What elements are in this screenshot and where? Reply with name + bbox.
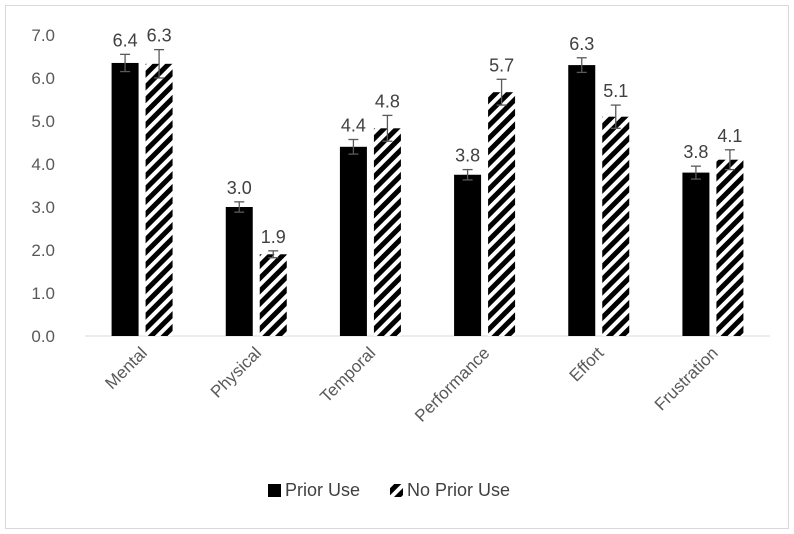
y-tick-label: 0.0 [31,327,55,346]
category-label: Physical [207,343,265,401]
bar-no-prior-use [488,92,516,336]
y-tick-label: 3.0 [31,198,55,217]
data-label: 3.8 [455,146,480,166]
data-label: 4.1 [717,126,742,146]
data-label: 4.4 [341,115,366,135]
category-label: Performance [411,343,493,425]
legend-label: Prior Use [285,480,360,500]
category-label: Effort [566,343,608,385]
data-label: 5.7 [489,55,514,75]
y-tick-label: 6.0 [31,69,55,88]
bar-no-prior-use [602,116,630,336]
y-tick-label: 7.0 [31,26,55,45]
data-label: 3.0 [227,178,252,198]
bar-no-prior-use [145,63,173,337]
category-label: Temporal [316,343,379,406]
data-label: 3.8 [683,142,708,162]
data-label: 4.8 [375,91,400,111]
bar-prior-use [454,174,482,336]
category-labels: Mental Physical Temporal Performance Effort F… [101,343,721,425]
bars: 6.4 6.3 3.0 1.9 4.4 4.8 3.8 5.7 6.3 5.1 3.8 4.1 [111,26,744,337]
legend: Prior Use No Prior Use [268,480,510,500]
data-label: 6.3 [569,34,594,54]
bar-prior-use [682,172,710,336]
bar-prior-use [339,146,367,336]
bar-no-prior-use [259,254,287,336]
y-tick-label: 5.0 [31,112,55,131]
legend-swatch [390,484,404,497]
y-tick-label: 2.0 [31,241,55,260]
bar-prior-use [111,62,139,336]
bar-prior-use [568,65,596,336]
y-tick-label: 1.0 [31,284,55,303]
legend-label: No Prior Use [407,480,510,500]
bar-no-prior-use [716,159,744,336]
category-label: Mental [101,343,151,393]
category-label: Frustration [651,343,722,414]
y-axis-ticks: 0.0 1.0 2.0 3.0 4.0 5.0 6.0 7.0 [31,26,55,346]
data-label: 5.1 [603,81,628,101]
data-label: 6.3 [147,26,172,46]
y-tick-label: 4.0 [31,155,55,174]
legend-swatch [268,484,281,497]
bar-prior-use [225,207,253,336]
bar-no-prior-use [373,128,401,336]
data-label: 6.4 [113,30,138,50]
data-label: 1.9 [261,227,286,247]
